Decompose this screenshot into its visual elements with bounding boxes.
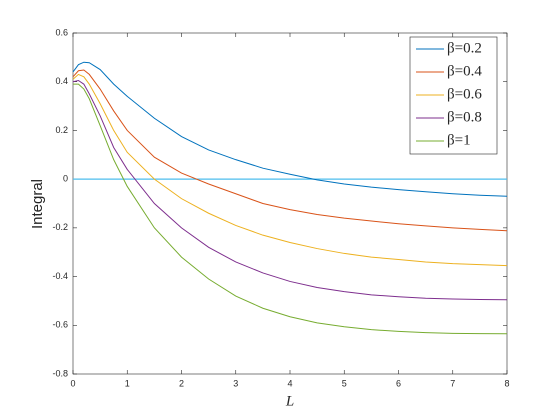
legend-label: β=0.4 [447,63,482,79]
series-line [72,73,508,267]
y-tick-label: -0.8 [52,368,68,378]
y-tick-label: 0.6 [55,27,68,37]
series-line [72,79,508,301]
series-line [72,61,508,197]
x-tick-label: 8 [504,378,509,388]
x-tick-label: 3 [233,378,238,388]
y-tick-label: -0.6 [52,320,68,330]
x-tick-label: 2 [179,378,184,388]
series-line [72,69,508,232]
x-tick-label: 7 [450,378,455,388]
series-line [73,83,508,335]
legend-label: β=0.6 [447,86,482,102]
x-tick-label: 0 [70,378,75,388]
x-tick-label: 4 [287,378,292,388]
y-tick-label: -0.2 [52,222,68,232]
x-tick-label: 6 [396,378,401,388]
x-tick-label: 5 [342,378,347,388]
y-tick-label: 0.4 [55,76,68,86]
x-tick-label: 1 [125,378,130,388]
legend-label: β=1 [447,132,471,148]
legend-label: β=0.8 [447,109,482,125]
y-tick-label: -0.4 [52,271,68,281]
y-axis-label: Integral [29,179,46,229]
legend-label: β=0.2 [447,40,482,56]
y-tick-label: 0.2 [55,125,68,135]
x-axis-label: L [285,393,294,409]
y-tick-label: 0 [63,174,68,184]
